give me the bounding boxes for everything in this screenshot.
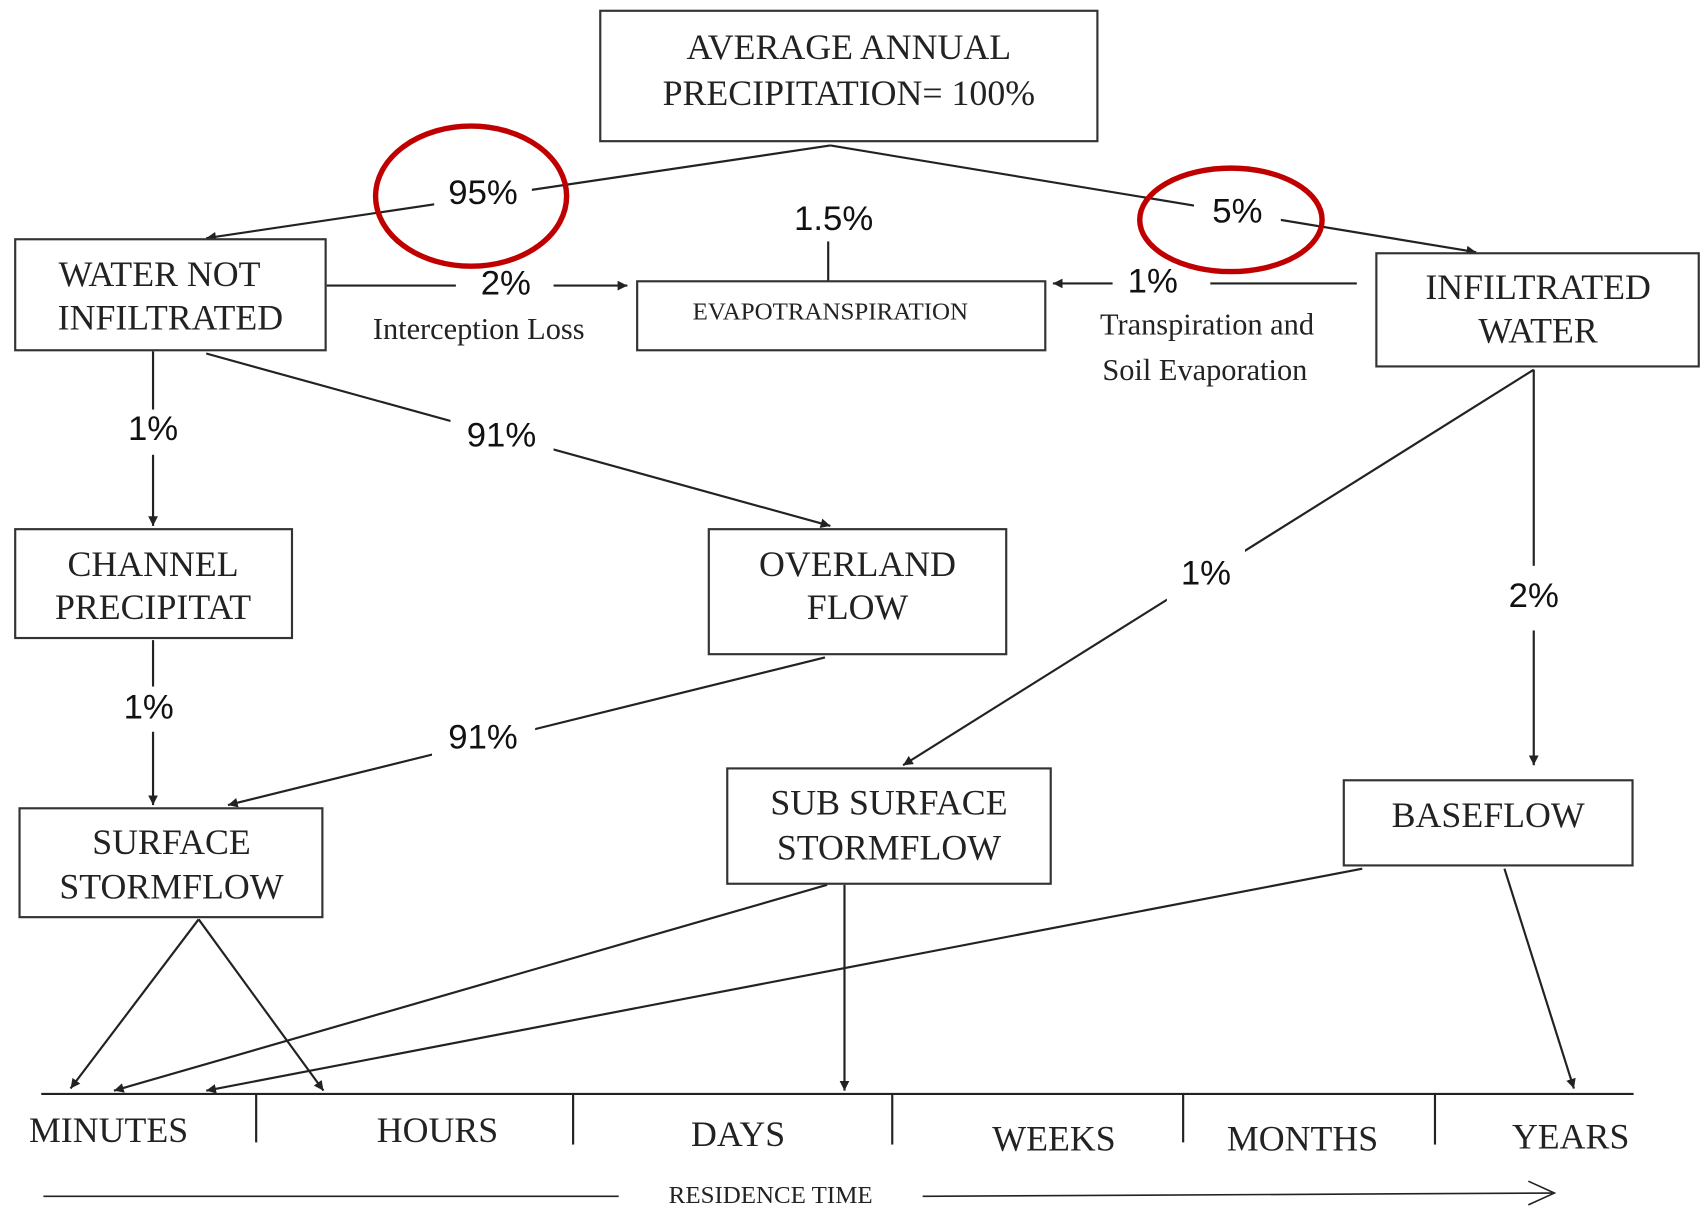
timeline-label: WEEKS [992, 1119, 1115, 1159]
node-label: CHANNEL [67, 544, 238, 584]
edge-label: 1% [1128, 263, 1178, 301]
edge-label: 1% [124, 688, 174, 726]
node-label: STORMFLOW [777, 828, 1002, 868]
arrow [206, 867, 1363, 1094]
node-label: AVERAGE ANNUAL [686, 27, 1011, 67]
edge-note: Transpiration and [1100, 308, 1314, 342]
timeline: MINUTES HOURS DAYS WEEKS MONTHS YEARS RE… [29, 1092, 1634, 1209]
edge-label: 5% [1212, 193, 1262, 231]
edge-note: Soil Evaporation [1102, 353, 1307, 387]
node-label: SURFACE [92, 822, 251, 862]
edge-label: 91% [448, 719, 518, 757]
label-bg [1494, 565, 1573, 631]
node-box [14, 238, 327, 352]
edge-label: 1% [128, 410, 178, 448]
label-bg [434, 172, 532, 218]
label-bg [109, 686, 188, 732]
boxes [14, 9, 1700, 919]
node-label: OVERLAND [759, 544, 956, 584]
label-bg [450, 414, 554, 461]
node-box [707, 528, 1008, 656]
edge-label: 2% [481, 265, 531, 303]
timeline-label: HOURS [377, 1110, 498, 1150]
node-label: WATER [1478, 310, 1598, 350]
axis-label: RESIDENCE TIME [669, 1182, 873, 1209]
arrow [830, 144, 1477, 256]
node-box [1342, 779, 1634, 867]
node-box [14, 528, 294, 640]
node-label: FLOW [807, 587, 909, 627]
residence-line [922, 1192, 1553, 1198]
timeline-label: DAYS [691, 1114, 785, 1154]
node-box [726, 767, 1052, 885]
node-label: INFILTRATED [1425, 267, 1651, 307]
label-bg [113, 409, 193, 455]
node-label: PRECIPITAT [55, 587, 251, 627]
label-bg [432, 716, 536, 762]
node-label: BASEFLOW [1392, 795, 1585, 835]
node-box [636, 280, 1047, 352]
edge-label: 95% [448, 174, 518, 212]
label-bg [1166, 544, 1246, 607]
highlight-ring [372, 123, 570, 269]
edge-label: 91% [467, 417, 537, 455]
node-box [599, 9, 1099, 143]
node-label: INFILTRATED [58, 297, 284, 337]
edge-labels: 95% 5% 1.5% 2% Interception Loss 1% Tran… [109, 172, 1573, 762]
timeline-label: MINUTES [29, 1110, 188, 1150]
node-label: PRECIPITATION= 100% [663, 73, 1035, 113]
timeline-label: YEARS [1512, 1117, 1629, 1157]
edge-note: Interception Loss [373, 312, 585, 346]
node-label: EVAPOTRANSPIRATION [693, 298, 968, 325]
edge-label: 1% [1181, 555, 1231, 593]
timeline-label: MONTHS [1227, 1119, 1378, 1159]
node-label: STORMFLOW [59, 866, 284, 906]
node-box [1375, 252, 1700, 368]
node-label: SUB SURFACE [770, 782, 1007, 822]
node-labels: AVERAGE ANNUAL PRECIPITATION= 100% WATER… [55, 27, 1651, 906]
label-bg [455, 262, 554, 309]
edge-label: 2% [1509, 577, 1559, 615]
arrow [113, 883, 828, 1093]
arrow [1503, 868, 1576, 1089]
edge-label: 1.5% [794, 200, 873, 238]
highlight-ring [1137, 165, 1325, 275]
residence-arrowhead [1527, 1180, 1557, 1206]
arrow [197, 918, 325, 1092]
node-box [18, 807, 324, 919]
arrow [69, 918, 200, 1090]
connectors [69, 144, 1576, 1094]
node-label: WATER NOT [59, 254, 261, 294]
label-bg [1194, 189, 1281, 235]
